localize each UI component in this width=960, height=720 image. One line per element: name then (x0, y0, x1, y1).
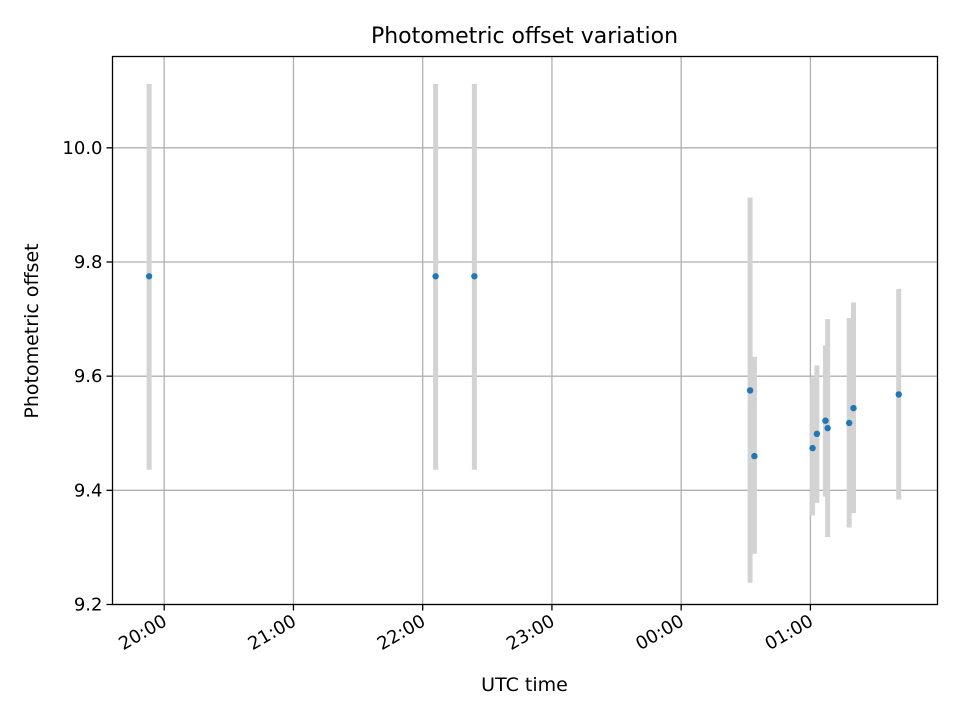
y-tick-label: 9.2 (74, 595, 103, 616)
data-point (471, 273, 478, 280)
chart-title: Photometric offset variation (371, 24, 678, 49)
data-point (895, 391, 902, 398)
y-tick-label: 9.8 (74, 252, 103, 273)
data-points (145, 273, 902, 460)
y-tick-label: 10.0 (62, 138, 102, 159)
plot-frame (111, 55, 939, 606)
data-point (845, 419, 853, 427)
data-point (824, 424, 831, 432)
x-axis-title: UTC time (481, 674, 568, 696)
data-point (432, 273, 439, 280)
y-tick-label: 9.6 (74, 366, 103, 387)
y-tick-label: 9.4 (74, 480, 103, 501)
data-point (751, 452, 758, 460)
data-point (813, 430, 821, 438)
data-point (809, 444, 816, 452)
data-point (746, 387, 754, 394)
data-point (850, 404, 857, 412)
data-point (145, 273, 153, 280)
data-point (822, 417, 829, 424)
y-axis-title: Photometric offset (21, 243, 43, 418)
